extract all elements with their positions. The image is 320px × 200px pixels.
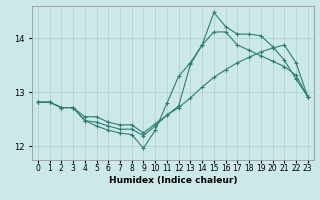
X-axis label: Humidex (Indice chaleur): Humidex (Indice chaleur) (108, 176, 237, 185)
